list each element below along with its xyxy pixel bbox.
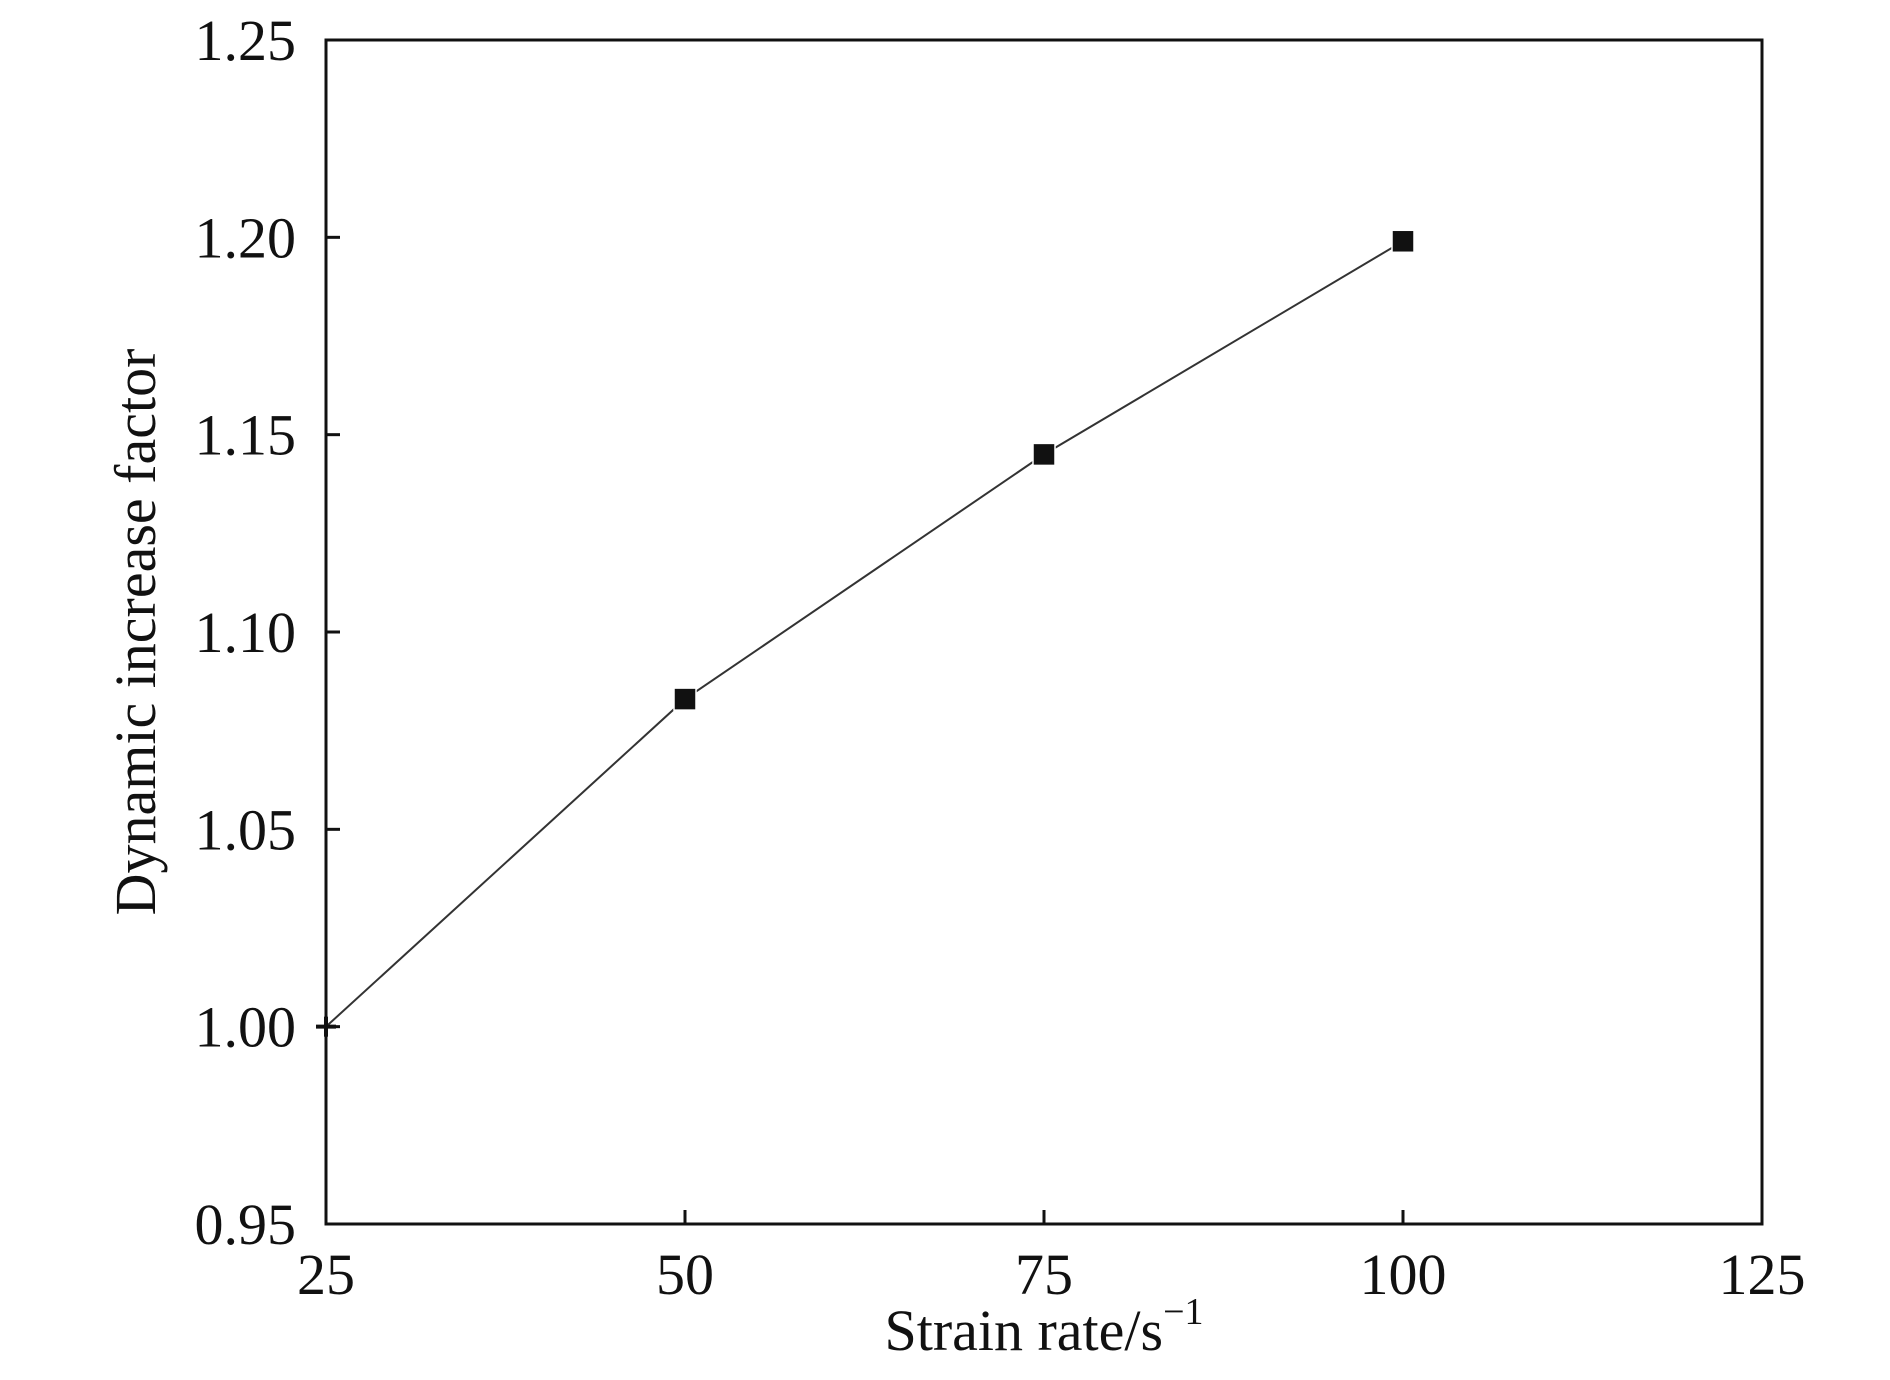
- x-axis-label-text: Strain rate/s: [884, 1298, 1163, 1363]
- x-tick-label: 100: [1360, 1242, 1447, 1307]
- series-line: [325, 240, 1404, 1028]
- y-axis-label: Dynamic increase factor: [103, 349, 168, 916]
- y-tick-label: 1.25: [195, 8, 297, 73]
- plot-frame: [324, 38, 1764, 1226]
- x-tick-label: 125: [1719, 1242, 1806, 1307]
- y-tick-label: 1.10: [195, 600, 297, 665]
- x-tick-label: 25: [297, 1242, 355, 1307]
- x-tick-label: 50: [656, 1242, 714, 1307]
- y-tick-label: 1.05: [195, 797, 297, 862]
- x-tick-label: 75: [1015, 1242, 1073, 1307]
- data-point: [1391, 229, 1415, 254]
- x-axis-label: Strain rate/s−1: [884, 1291, 1203, 1363]
- y-tick-label: 0.95: [195, 1192, 297, 1257]
- data-point: [1032, 442, 1056, 467]
- y-tick-label: 1.00: [195, 995, 297, 1060]
- data-point: [673, 687, 697, 711]
- y-tick-label: 1.15: [195, 403, 297, 468]
- y-tick-label: 1.20: [195, 205, 297, 270]
- x-axis-label-superscript: −1: [1163, 1291, 1203, 1333]
